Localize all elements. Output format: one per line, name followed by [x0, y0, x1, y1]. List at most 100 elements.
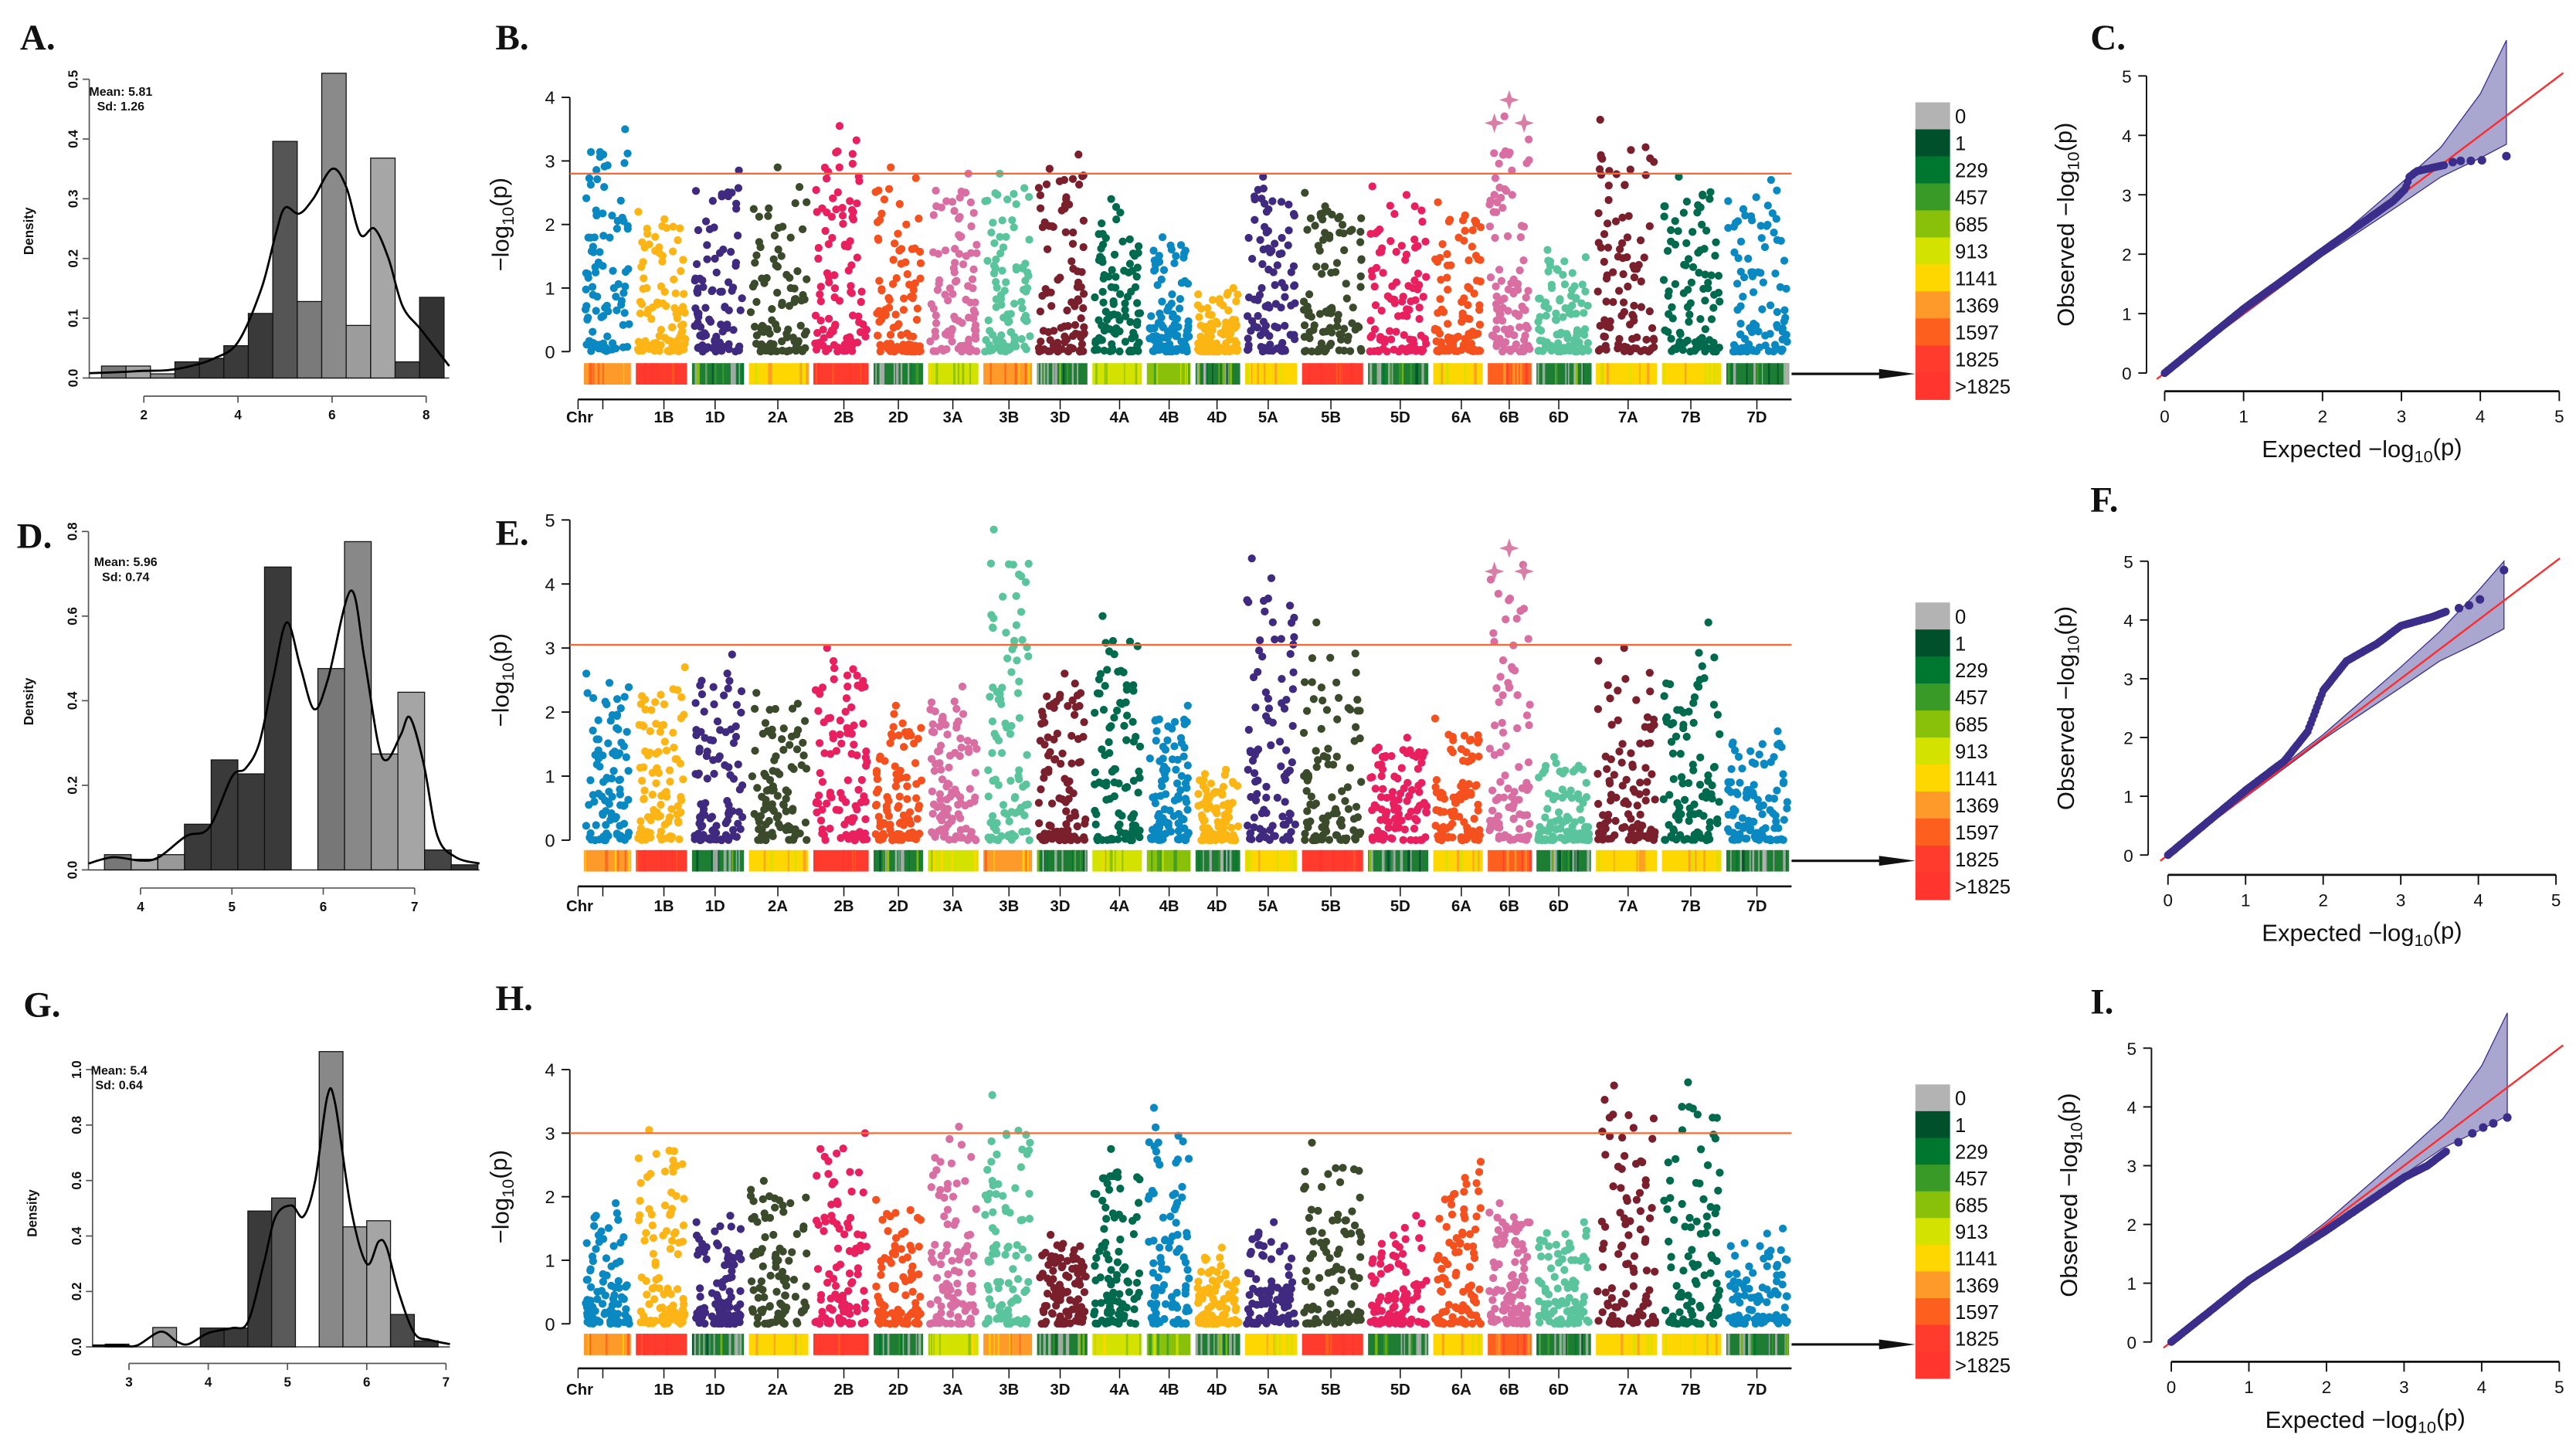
y-axis-title: Density — [25, 1189, 39, 1237]
density-stripe — [1561, 849, 1563, 872]
snp-point-5B — [1337, 836, 1346, 844]
snp-point-7B — [1698, 662, 1706, 670]
snp-point-6D — [1583, 301, 1592, 310]
snp-point-5D — [1397, 344, 1407, 353]
snp-point-5A — [1267, 574, 1276, 582]
density-stripe — [1319, 363, 1322, 385]
density-stripe — [860, 363, 862, 385]
snp-point-6B — [1492, 683, 1501, 693]
snp-point-2D — [895, 200, 904, 209]
snp-point-5B — [1315, 310, 1325, 318]
snp-point-4B — [1165, 303, 1173, 311]
snp-point-1B — [655, 249, 664, 258]
snp-point-6A — [1432, 775, 1441, 785]
snp-point-1D — [729, 738, 738, 748]
snp-point-2A — [751, 746, 759, 755]
y-axis-title: Density — [22, 677, 36, 725]
density-stripe — [1227, 363, 1229, 385]
snp-point-1B — [654, 748, 663, 756]
snp-point-5B — [1315, 344, 1324, 353]
snp-point-7D — [1773, 323, 1782, 331]
snp-point-3A — [926, 337, 935, 346]
y-tick-label: 0.5 — [66, 70, 81, 88]
snp-point-2A — [756, 347, 765, 356]
density-stripe — [1047, 849, 1048, 872]
snp-point-1D — [729, 832, 738, 840]
snp-point-2A — [787, 763, 796, 771]
snp-point-6B — [1517, 222, 1526, 230]
panel-label: A. — [20, 18, 56, 58]
snp-point-3A — [928, 809, 937, 818]
snp-point-1A — [604, 307, 613, 316]
snp-point-1B — [660, 737, 669, 746]
snp-point-1D — [737, 687, 746, 696]
snp-point-7B — [1661, 836, 1669, 844]
legend-label: 0 — [1955, 606, 1966, 628]
legend-swatch — [1915, 602, 1950, 630]
snp-point-4D — [1229, 283, 1237, 293]
density-stripe — [1575, 363, 1578, 385]
snp-point-7D — [1752, 193, 1760, 202]
snp-point-3B — [989, 776, 997, 785]
snp-point-7A — [1601, 752, 1610, 761]
snp-point-3D — [1081, 815, 1090, 824]
density-stripe — [1478, 849, 1480, 872]
snp-point-2B — [826, 714, 835, 722]
density-stripe — [1576, 849, 1579, 872]
snp-point-6A — [1434, 309, 1442, 317]
snp-point-1B — [634, 208, 643, 216]
snp-point-5A — [1246, 747, 1254, 755]
snp-point-1A — [589, 327, 597, 336]
snp-point-1A — [608, 792, 616, 801]
snp-point-6A — [1465, 332, 1474, 341]
snp-point-2D — [888, 732, 897, 741]
snp-point-3A — [966, 249, 976, 257]
snp-point-5A — [1259, 245, 1268, 254]
x-tick-label: 5 — [283, 1375, 291, 1389]
snp-point-3A — [964, 314, 973, 322]
snp-point-6B — [1494, 589, 1502, 598]
snp-point-4A — [1107, 722, 1115, 731]
snp-point-6B — [1519, 256, 1528, 265]
density-stripe — [1439, 363, 1441, 385]
snp-point-7B — [1704, 618, 1712, 627]
snp-point-4D — [1233, 347, 1241, 355]
density-stripe — [1391, 363, 1393, 385]
snp-point-5B — [1299, 728, 1308, 737]
snp-point-5B — [1313, 836, 1322, 844]
snp-point-1B — [640, 1317, 649, 1327]
snp-point-1D — [723, 816, 731, 825]
snp-point-4B — [1179, 249, 1189, 258]
snp-point-7A — [1618, 782, 1627, 790]
snp-point-1D — [699, 283, 708, 291]
density-stripe — [1289, 849, 1291, 872]
snp-point-3A — [956, 734, 965, 743]
snp-point-4A — [1115, 347, 1124, 356]
density-block-4A — [1092, 849, 1142, 872]
snp-point-3B — [1006, 832, 1014, 840]
snp-point-1B — [673, 1285, 682, 1294]
snp-point-3D — [1034, 184, 1044, 192]
density-stripe — [1382, 363, 1386, 385]
snp-point-6B — [1522, 159, 1531, 168]
density-stripe — [723, 849, 727, 872]
snp-point-1B — [667, 805, 676, 813]
chromosome-label: 1B — [654, 898, 674, 915]
legend-swatch — [1915, 237, 1950, 266]
snp-point-6B — [1490, 191, 1498, 199]
snp-point-6A — [1471, 835, 1479, 844]
snp-point-2B — [824, 240, 833, 249]
snp-point-3B — [984, 833, 993, 842]
snp-point-2D — [887, 163, 895, 171]
snp-point-4A — [1098, 219, 1106, 228]
snp-point-5D — [1366, 316, 1375, 325]
snp-point-5D — [1420, 334, 1430, 343]
snp-point-2B — [816, 816, 826, 825]
density-stripe — [1647, 363, 1650, 385]
density-stripe — [1025, 849, 1027, 872]
density-stripe — [1783, 849, 1786, 872]
snp-point-1B — [670, 303, 679, 312]
snp-point-5A — [1262, 346, 1271, 354]
snp-point-5A — [1247, 554, 1256, 563]
density-stripe — [1379, 363, 1381, 385]
